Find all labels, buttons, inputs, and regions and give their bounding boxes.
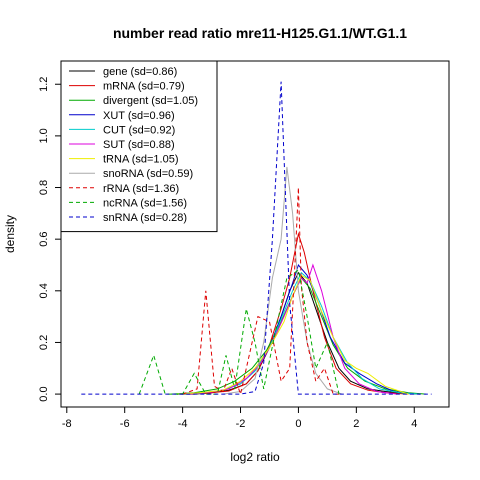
legend-entry: ncRNA (sd=1.56) [103, 197, 187, 209]
x-tick-label: 0 [295, 418, 301, 430]
x-tick-label: -2 [236, 418, 246, 430]
x-tick-label: -4 [178, 418, 188, 430]
y-tick-label: 0.8 [38, 180, 50, 195]
series-lines [81, 81, 432, 396]
legend-entry: SUT (sd=0.88) [103, 139, 175, 151]
series-line-8 [182, 187, 342, 396]
legend-entry: mRNA (sd=0.79) [103, 81, 185, 93]
legend-entry: gene (sd=0.86) [103, 66, 177, 78]
x-tick-label: 4 [411, 418, 417, 430]
legend-entry: snRNA (sd=0.28) [103, 212, 187, 224]
y-tick-label: 0.6 [38, 232, 50, 247]
legend-entry: divergent (sd=1.05) [103, 95, 198, 107]
y-tick-label: 0.2 [38, 335, 50, 350]
legend-entry: tRNA (sd=1.05) [103, 154, 179, 166]
plot-frame [60, 60, 450, 408]
y-axis-label: density [3, 215, 17, 253]
legend-box [60, 60, 218, 233]
series-line-7 [223, 166, 343, 395]
legend-entry: snoRNA (sd=0.59) [103, 168, 193, 180]
y-tick-label: 1.2 [38, 77, 50, 92]
series-line-2 [170, 276, 426, 395]
series-line-1 [182, 232, 409, 395]
x-tick-label: -8 [62, 418, 72, 430]
series-line-5 [188, 263, 397, 395]
legend: gene (sd=0.86) mRNA (sd=0.79) divergent (s… [60, 60, 218, 233]
series-line-10 [81, 81, 432, 395]
chart-title: number read ratio mre11-H125.G1.1/WT.G1.… [113, 25, 407, 41]
legend-entry: rRNA (sd=1.36) [103, 183, 179, 195]
legend-entry: XUT (sd=0.96) [103, 110, 175, 122]
y-tick-label: 1.0 [38, 128, 50, 143]
x-tick-label: 2 [353, 418, 359, 430]
x-tick-label: -6 [120, 418, 130, 430]
x-axis: -8 -6 -4 -2 0 2 4 [62, 407, 417, 430]
y-axis: 0.0 0.2 0.4 0.6 0.8 1.0 1.2 [38, 77, 61, 402]
x-axis-label: log2 ratio [230, 450, 280, 464]
legend-entry: CUT (sd=0.92) [103, 124, 175, 136]
y-tick-label: 0.4 [38, 283, 50, 298]
y-tick-label: 0.0 [38, 386, 50, 401]
